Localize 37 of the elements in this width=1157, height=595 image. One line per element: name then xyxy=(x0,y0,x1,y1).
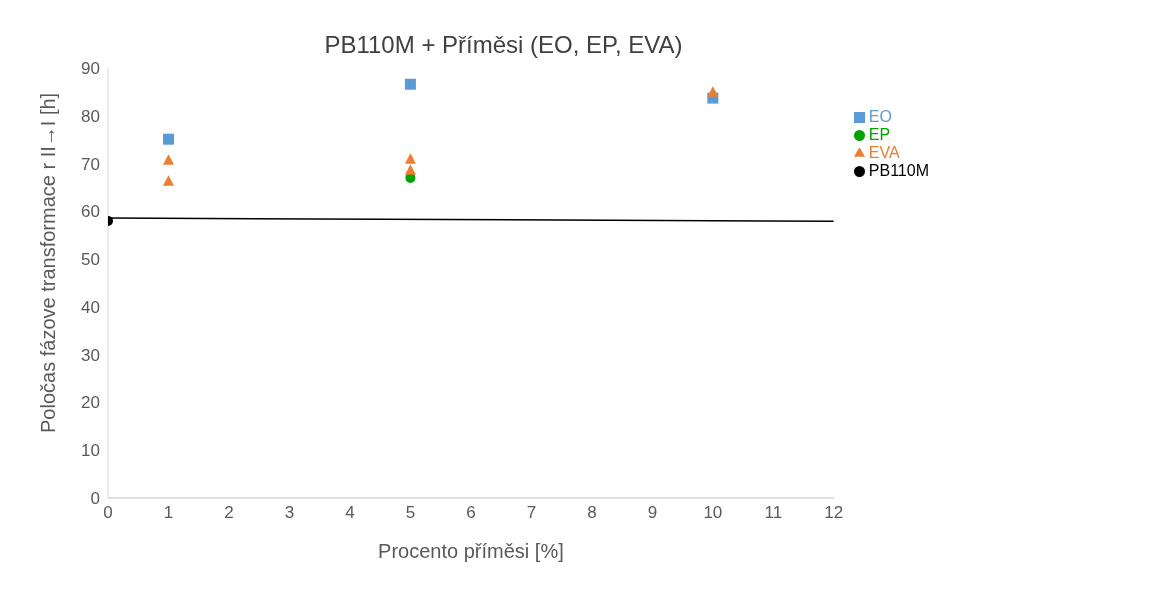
x-tick-label: 12 xyxy=(824,503,844,523)
x-tick-label: 10 xyxy=(703,503,723,523)
x-tick-label: 11 xyxy=(764,503,783,523)
x-axis-title: Procento příměsi [%] xyxy=(378,540,564,562)
x-tick-label: 8 xyxy=(587,503,597,523)
y-tick-label: 70 xyxy=(81,154,100,174)
y-tick-label: 30 xyxy=(81,345,100,365)
x-tick-label: 4 xyxy=(345,503,355,523)
x-tick-label: 3 xyxy=(284,503,295,523)
y-tick-label: 0 xyxy=(90,489,100,509)
x-tick-label: 9 xyxy=(647,503,658,523)
x-tick-label: 5 xyxy=(405,503,416,523)
x-tick-label: 0 xyxy=(103,503,113,523)
legend-label: EVA xyxy=(868,144,900,161)
point xyxy=(404,153,416,164)
y-tick-label: 20 xyxy=(81,393,100,413)
y-tick-label: 50 xyxy=(81,250,100,270)
legend-label: PB110M xyxy=(868,162,929,179)
point xyxy=(162,154,174,165)
x-tick-label: 6 xyxy=(466,503,476,523)
point xyxy=(162,175,174,186)
legend-label: EP xyxy=(868,126,891,143)
y-axis-title: Poločas fázove transformace r II→I [h] xyxy=(37,92,60,433)
legend-label: EO xyxy=(868,108,892,125)
y-tick-label: 60 xyxy=(81,202,100,222)
y-tick-label: 90 xyxy=(81,59,100,79)
x-tick-label: 7 xyxy=(526,503,537,523)
point xyxy=(707,86,719,97)
y-tick-label: 40 xyxy=(81,297,100,317)
chart-title: PB110M + Příměsi (EO, EP, EVA) xyxy=(324,31,683,58)
y-tick-label: 10 xyxy=(81,441,100,461)
point xyxy=(404,78,416,90)
point xyxy=(162,133,174,145)
y-tick-label: 80 xyxy=(81,106,100,126)
x-tick-label: 2 xyxy=(224,503,234,523)
point xyxy=(404,164,416,175)
x-tick-label: 1 xyxy=(163,503,174,523)
